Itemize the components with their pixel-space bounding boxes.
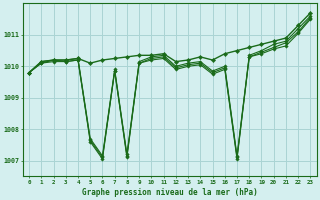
X-axis label: Graphe pression niveau de la mer (hPa): Graphe pression niveau de la mer (hPa) xyxy=(82,188,258,197)
